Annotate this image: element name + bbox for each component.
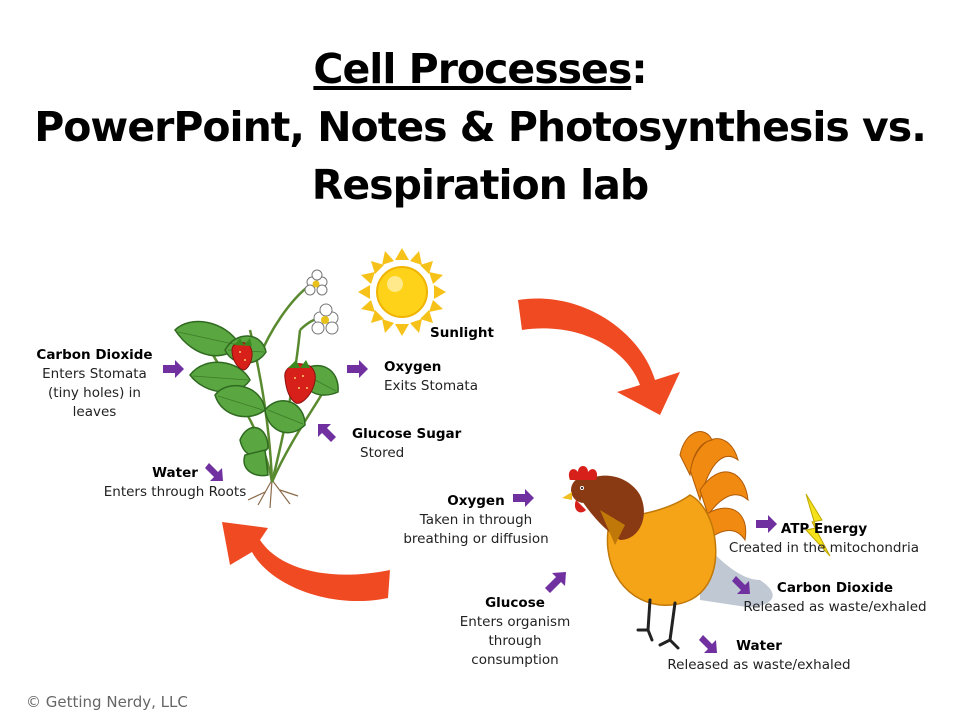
animal-oxygen-heading: Oxygen — [447, 493, 505, 509]
label-plant-glucose-sugar: Glucose Sugar Stored — [352, 425, 461, 463]
label-atp-energy: ATP Energy Created in the mitochondria — [724, 520, 924, 558]
animal-water-heading: Water — [736, 638, 782, 654]
plant-co2-desc: Enters Stomata (tiny holes) in leaves — [42, 366, 147, 420]
arrow-co2-out-icon — [732, 576, 750, 594]
label-animal-glucose: Glucose Enters organism through consumpt… — [452, 594, 578, 670]
cycle-arrow-bottom-icon — [222, 522, 390, 602]
cycle-arrow-top-icon — [518, 298, 680, 415]
copyright-notice: © Getting Nerdy, LLC — [26, 693, 188, 711]
arrow-water-out-icon — [699, 635, 717, 653]
page-title: Cell Processes: PowerPoint, Notes & Phot… — [0, 40, 960, 214]
animal-co2-desc: Released as waste/exhaled — [743, 599, 927, 615]
plant-oxygen-desc: Exits Stomata — [384, 378, 478, 394]
label-animal-water: Water Released as waste/exhaled — [666, 637, 852, 675]
animal-water-desc: Released as waste/exhaled — [667, 657, 851, 673]
plant-glucose-heading: Glucose Sugar — [352, 426, 462, 442]
label-plant-oxygen: Oxygen Exits Stomata — [384, 358, 478, 396]
lightning-bolt-icon — [805, 493, 831, 557]
arrow-water-in-icon — [205, 463, 223, 481]
small-arrows — [163, 360, 777, 653]
title-part1: Cell Processes — [313, 45, 632, 93]
sun-icon — [358, 248, 446, 336]
title-line3: Respiration lab — [311, 161, 649, 209]
flower-icon — [304, 269, 339, 335]
plant-co2-heading: Carbon Dioxide — [36, 347, 153, 363]
label-animal-oxygen: Oxygen Taken in through breathing or dif… — [398, 492, 554, 549]
plant-water-heading: Water — [152, 465, 198, 481]
arrow-oxygen-in-icon — [513, 489, 534, 507]
atp-desc: Created in the mitochondria — [728, 540, 920, 556]
arrow-glucose-in-icon — [545, 572, 566, 593]
title-colon: : — [631, 45, 647, 93]
arrow-atp-out-icon — [756, 515, 777, 533]
label-plant-carbon-dioxide: Carbon Dioxide Enters Stomata (tiny hole… — [32, 346, 157, 422]
strawberry-plant-icon — [174, 269, 339, 509]
plant-glucose-desc: Stored — [360, 445, 405, 461]
title-line2: PowerPoint, Notes & Photosynthesis vs. — [34, 103, 927, 151]
arrow-oxygen-out-icon — [347, 360, 368, 378]
animal-co2-heading: Carbon Dioxide — [776, 580, 894, 596]
label-animal-carbon-dioxide: Carbon Dioxide Released as waste/exhaled — [742, 579, 928, 617]
plant-water-desc: Enters through Roots — [103, 484, 247, 500]
label-plant-water: Water Enters through Roots — [96, 464, 254, 502]
animal-oxygen-desc: Taken in through breathing or diffusion — [403, 512, 549, 547]
animal-glucose-desc: Enters organism through consumption — [459, 614, 571, 668]
animal-glucose-heading: Glucose — [485, 595, 545, 611]
label-sunlight: Sunlight — [430, 324, 494, 343]
sunlight-heading: Sunlight — [430, 325, 494, 341]
atp-heading: ATP Energy — [780, 521, 868, 537]
arrow-glucose-stored-icon — [318, 424, 336, 442]
rooster-icon — [562, 431, 773, 650]
arrow-co2-in-icon — [163, 360, 184, 378]
plant-oxygen-heading: Oxygen — [384, 359, 442, 375]
strawberry-icon — [231, 338, 316, 404]
